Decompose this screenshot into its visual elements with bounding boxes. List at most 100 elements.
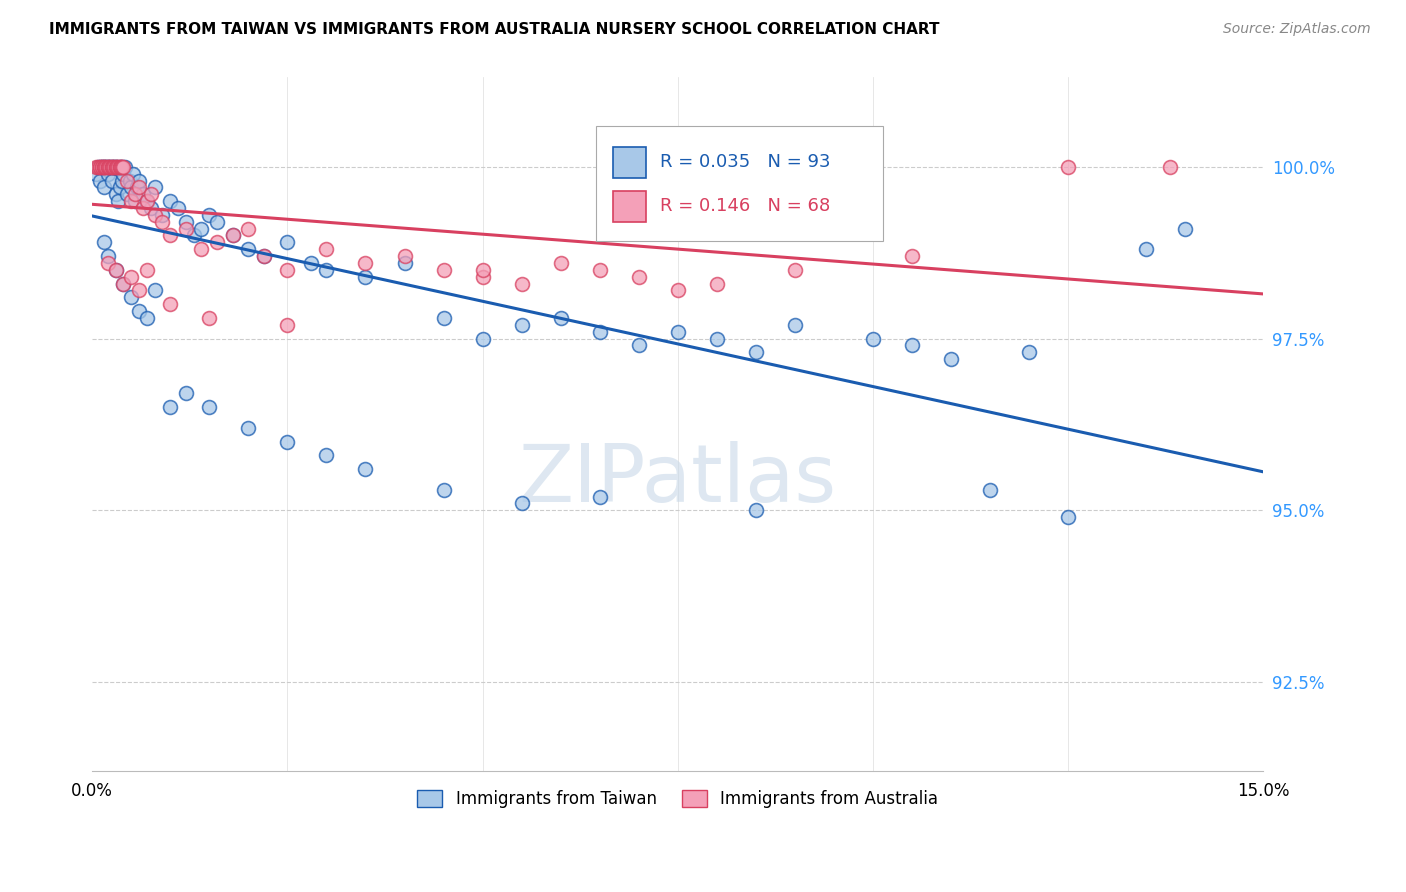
Point (190, 242, 212, 256)
Point (120, 180, 142, 194)
Point (152, 215, 174, 229)
Point (97, 256, 120, 270)
Point (901, 338, 924, 352)
Point (238, 421, 260, 435)
Point (354, 269, 377, 284)
Point (97, 167, 120, 181)
Point (471, 269, 494, 284)
Point (205, 215, 228, 229)
Point (128, 180, 150, 194)
Point (111, 173, 134, 187)
Text: R = 0.035   N = 93: R = 0.035 N = 93 (661, 153, 831, 171)
Point (110, 160, 132, 174)
Point (90, 160, 112, 174)
Point (100, 173, 122, 187)
Point (159, 228, 181, 243)
Point (84, 160, 107, 174)
Point (128, 173, 150, 187)
Point (132, 201, 155, 215)
Point (159, 194, 181, 208)
Text: ZIPatlas: ZIPatlas (519, 441, 837, 519)
Point (276, 262, 298, 277)
Point (128, 284, 150, 298)
Point (91, 160, 114, 174)
Point (94, 160, 117, 174)
Point (174, 215, 197, 229)
FancyBboxPatch shape (596, 126, 883, 241)
Point (394, 256, 416, 270)
Point (118, 173, 141, 187)
Point (108, 160, 131, 174)
Point (87, 160, 110, 174)
Point (135, 194, 157, 208)
Point (745, 345, 768, 359)
Point (135, 310, 157, 325)
Point (783, 318, 806, 332)
Point (222, 228, 245, 243)
Point (354, 462, 377, 476)
Point (96, 160, 118, 174)
Point (1135, 242, 1157, 256)
Point (112, 160, 135, 174)
Point (124, 187, 146, 202)
Point (238, 221, 260, 235)
Point (89, 160, 111, 174)
Point (98, 160, 121, 174)
Point (100, 160, 122, 174)
Point (550, 256, 572, 270)
Point (98, 160, 121, 174)
Point (128, 304, 150, 318)
Point (253, 249, 276, 263)
Point (1018, 345, 1040, 359)
FancyBboxPatch shape (613, 147, 647, 178)
Point (87, 160, 110, 174)
Point (432, 310, 454, 325)
Point (745, 503, 768, 517)
Point (96, 160, 118, 174)
Point (90, 160, 112, 174)
Point (104, 160, 127, 174)
Point (253, 249, 276, 263)
Point (93, 180, 115, 194)
Point (108, 160, 131, 174)
Point (139, 187, 162, 202)
Point (104, 187, 127, 202)
Point (100, 160, 122, 174)
Point (190, 221, 212, 235)
Point (550, 310, 572, 325)
Point (222, 228, 245, 243)
Legend: Immigrants from Taiwan, Immigrants from Australia: Immigrants from Taiwan, Immigrants from … (411, 783, 945, 815)
Point (432, 483, 454, 497)
Point (97, 160, 120, 174)
Point (97, 160, 120, 174)
Point (510, 496, 533, 510)
Point (299, 256, 322, 270)
Point (1174, 221, 1197, 235)
Point (198, 310, 221, 325)
Point (276, 318, 298, 332)
Point (939, 352, 962, 367)
Point (276, 434, 298, 449)
Point (315, 448, 337, 462)
Point (108, 160, 131, 174)
Point (100, 160, 122, 174)
Point (120, 290, 142, 304)
Point (104, 262, 127, 277)
Point (112, 167, 135, 181)
Point (84, 167, 107, 181)
Point (589, 262, 612, 277)
Point (510, 318, 533, 332)
FancyBboxPatch shape (613, 191, 647, 222)
Point (111, 160, 134, 174)
Point (627, 338, 650, 352)
Point (93, 160, 115, 174)
Point (159, 401, 181, 415)
Point (121, 167, 143, 181)
Point (862, 332, 884, 346)
Point (124, 194, 146, 208)
Text: R = 0.146   N = 68: R = 0.146 N = 68 (661, 197, 831, 215)
Point (174, 386, 197, 401)
Point (979, 483, 1001, 497)
Point (174, 221, 197, 235)
Point (183, 228, 205, 243)
